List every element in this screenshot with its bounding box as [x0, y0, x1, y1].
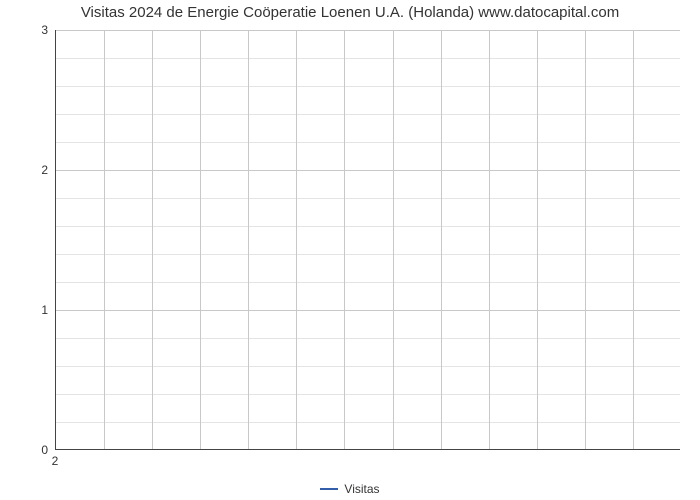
- chart-container: Visitas 2024 de Energie Coöperatie Loene…: [0, 0, 700, 500]
- x-gridline: [200, 30, 201, 449]
- y-tick-label: 2: [28, 163, 48, 177]
- y-minor-gridline: [56, 142, 680, 143]
- x-gridline: [537, 30, 538, 449]
- legend-swatch: [320, 488, 338, 490]
- y-major-gridline: [56, 30, 680, 31]
- x-gridline: [441, 30, 442, 449]
- y-minor-gridline: [56, 226, 680, 227]
- y-minor-gridline: [56, 422, 680, 423]
- y-minor-gridline: [56, 114, 680, 115]
- y-minor-gridline: [56, 198, 680, 199]
- y-minor-gridline: [56, 282, 680, 283]
- legend-series-label: Visitas: [344, 482, 379, 496]
- y-minor-gridline: [56, 254, 680, 255]
- y-major-gridline: [56, 310, 680, 311]
- y-minor-gridline: [56, 58, 680, 59]
- plot-area: [55, 30, 680, 450]
- x-gridline: [248, 30, 249, 449]
- x-gridline: [489, 30, 490, 449]
- y-major-gridline: [56, 170, 680, 171]
- legend: Visitas: [0, 481, 700, 496]
- x-tick-label: 2: [52, 454, 59, 468]
- x-gridline: [585, 30, 586, 449]
- y-tick-label: 0: [28, 443, 48, 457]
- x-gridline: [296, 30, 297, 449]
- chart-title: Visitas 2024 de Energie Coöperatie Loene…: [0, 4, 700, 21]
- x-gridline: [633, 30, 634, 449]
- x-gridline: [104, 30, 105, 449]
- x-gridline: [344, 30, 345, 449]
- x-gridline: [393, 30, 394, 449]
- x-gridline: [152, 30, 153, 449]
- y-tick-label: 1: [28, 303, 48, 317]
- y-minor-gridline: [56, 366, 680, 367]
- y-tick-label: 3: [28, 23, 48, 37]
- y-minor-gridline: [56, 86, 680, 87]
- y-minor-gridline: [56, 394, 680, 395]
- y-minor-gridline: [56, 338, 680, 339]
